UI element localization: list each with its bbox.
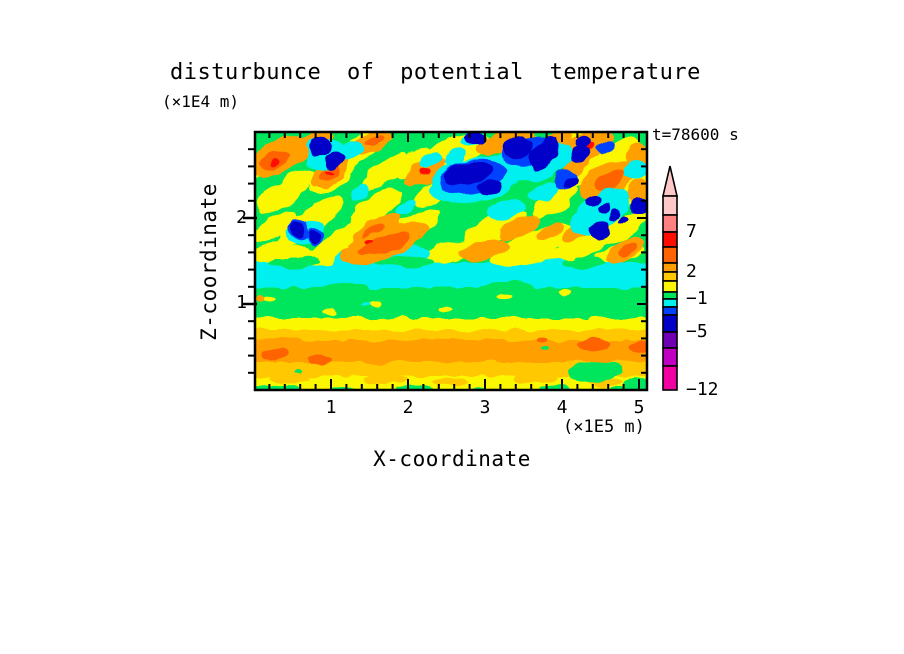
colorbar-tick-label: 2 — [686, 261, 697, 282]
y-tick-label: 2 — [236, 207, 247, 228]
x-tick-label: 2 — [402, 397, 414, 418]
colorbar — [659, 164, 683, 396]
colorbar-tick-label: −1 — [686, 288, 708, 309]
x-tick-label: 4 — [556, 397, 568, 418]
chart-title: disturbunce of potential temperature — [170, 60, 701, 85]
colorbar-tick-label: −12 — [686, 379, 719, 400]
colorbar-tick-label: −5 — [686, 321, 708, 342]
x-tick-label: 3 — [479, 397, 491, 418]
x-tick-label: 5 — [633, 397, 645, 418]
colorbar-tick-label: 7 — [686, 221, 697, 242]
x-tick-label: 1 — [325, 397, 337, 418]
y-axis-title: Z-coordinate — [197, 183, 221, 341]
time-label: t=78600 s — [652, 125, 739, 144]
y-axis-units-label: (×1E4 m) — [162, 92, 240, 111]
contour-plot — [243, 130, 649, 392]
x-axis-title: X-coordinate — [373, 447, 531, 471]
y-tick-label: 1 — [236, 292, 247, 313]
x-axis-units-label: (×1E5 m) — [563, 417, 645, 437]
